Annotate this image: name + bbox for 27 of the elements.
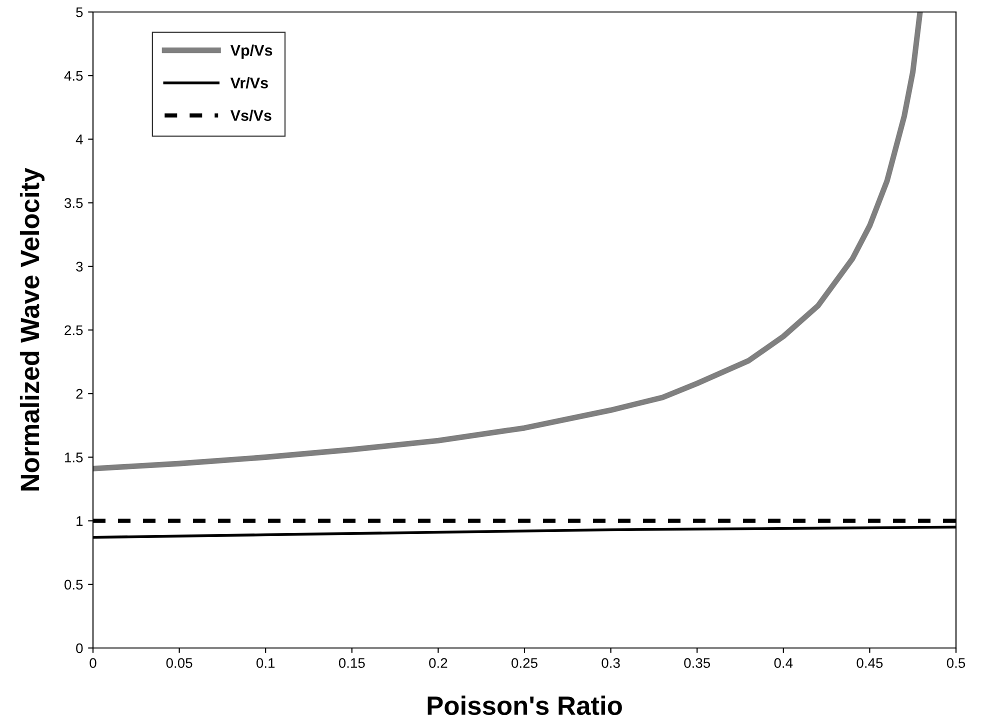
legend-label: Vr/Vs (230, 77, 268, 89)
y-tick-label: 4 (76, 134, 83, 144)
y-axis-title: Normalized Wave Velocity (20, 168, 45, 491)
y-tick-label: 1 (76, 516, 83, 526)
y-tick-label: 0.5 (64, 580, 83, 590)
y-tick-label: 0 (76, 643, 83, 654)
y-tick-label: 1.5 (65, 452, 83, 462)
y-tick-label: 4.5 (64, 71, 83, 81)
x-tick-label: 0.5 (946, 658, 966, 668)
x-tick-label: 0.05 (166, 658, 192, 668)
legend-label: Vp/Vs (230, 44, 272, 59)
y-tick-label: 2 (76, 388, 83, 399)
y-tick-label: 3.5 (64, 198, 83, 208)
x-tick-label: 0.2 (429, 658, 448, 668)
y-tick-label: 2.5 (64, 325, 83, 336)
x-axis-title: Poisson's Ratio (428, 696, 622, 716)
y-tick-label: 3 (76, 262, 83, 272)
x-tick-label: 0.3 (602, 658, 620, 668)
x-tick-label: 0 (90, 658, 96, 668)
x-tick-label: 0.35 (684, 658, 710, 668)
legend-label: Vs/Vs (230, 110, 272, 122)
x-tick-label: 0.15 (338, 658, 365, 668)
x-tick-label: 0.45 (856, 658, 883, 668)
x-tick-label: 0.4 (774, 658, 793, 668)
x-tick-label: 0.1 (256, 658, 275, 668)
y-tick-label: 5 (76, 7, 83, 18)
x-tick-label: 0.25 (512, 658, 538, 668)
